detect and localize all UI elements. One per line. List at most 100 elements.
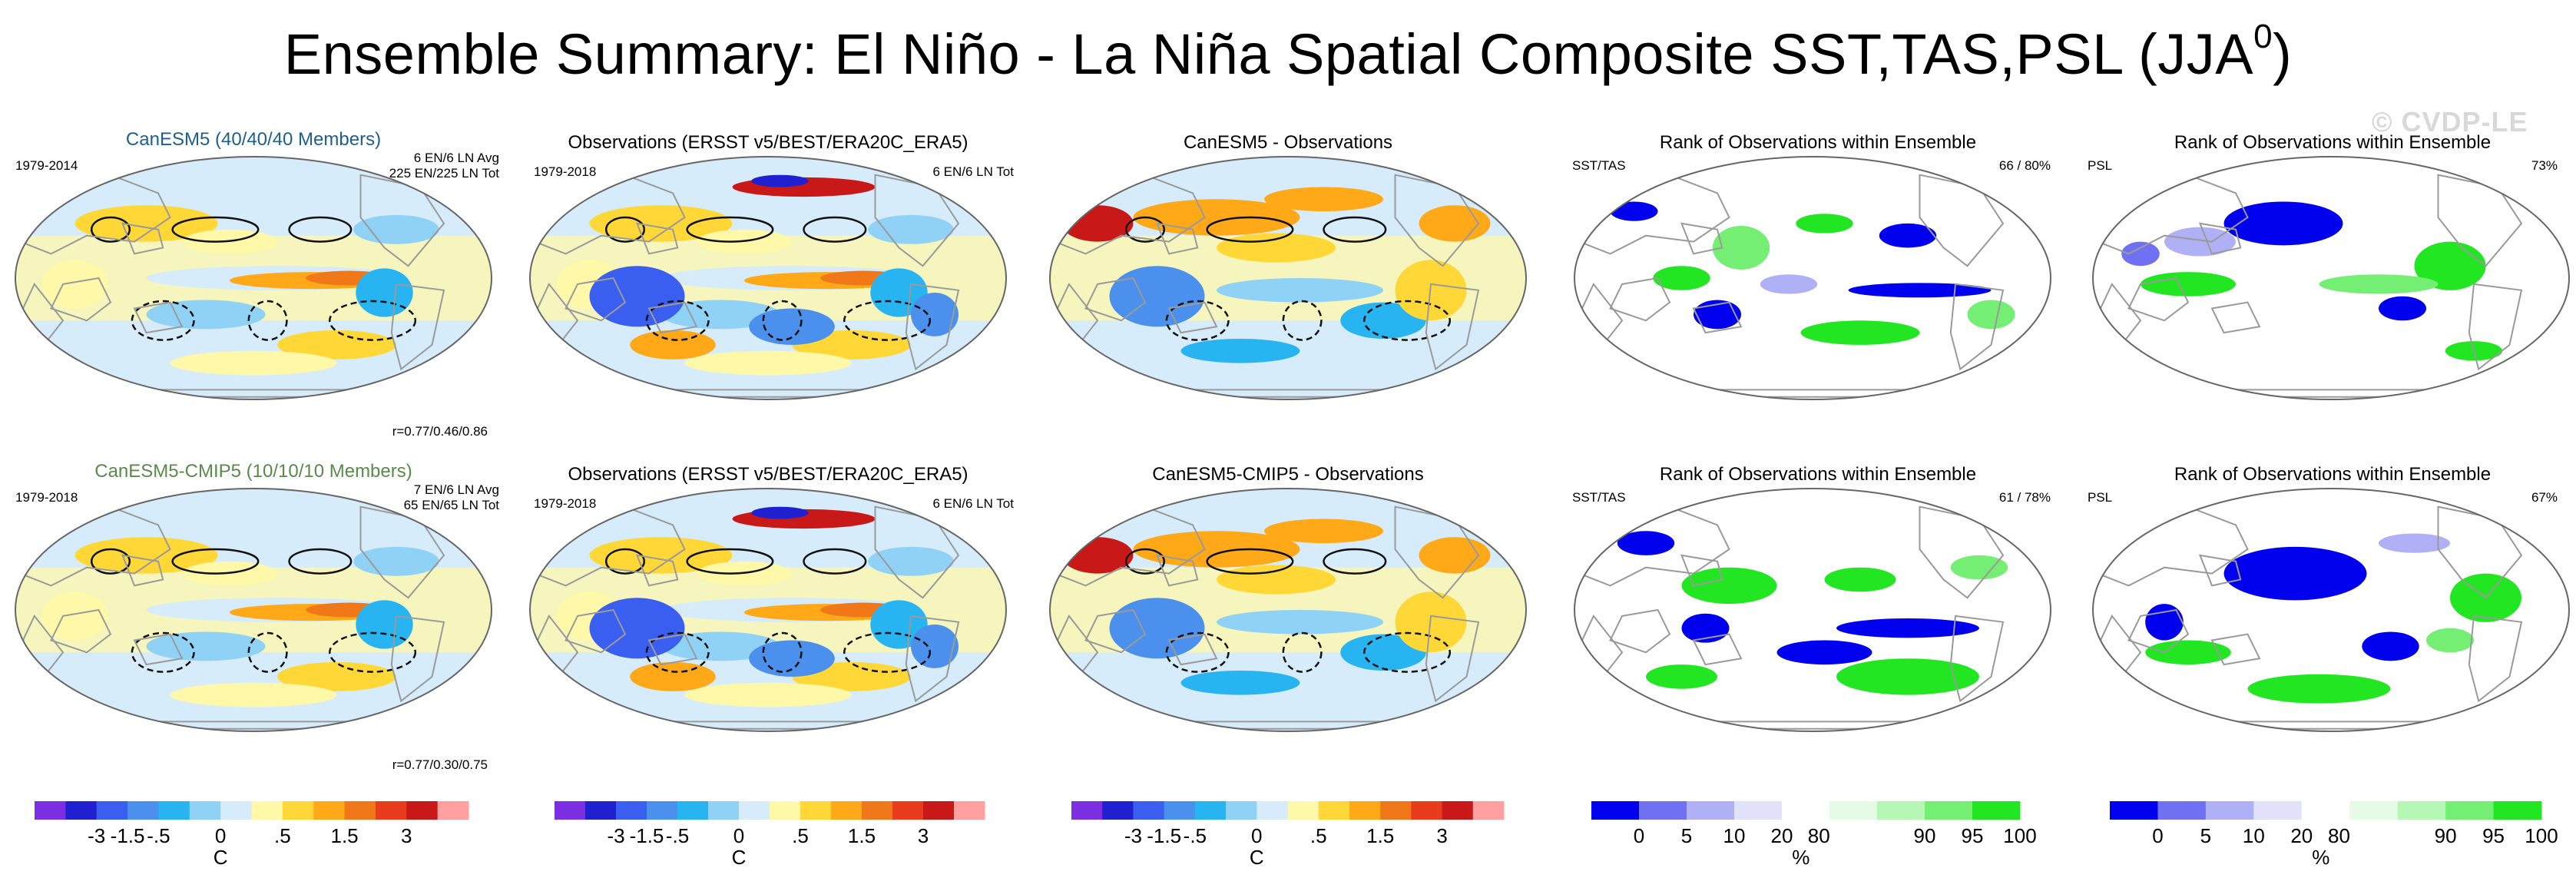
rank-colorbar-tick-label: 0 — [2152, 824, 2163, 847]
psl-contour — [1165, 631, 1230, 673]
sst-anomaly-blob — [751, 174, 809, 187]
sst-colorbar-tick-label: 0 — [733, 824, 744, 847]
rank-colorbar-swatch — [1972, 801, 2021, 820]
sst-colorbar-tick-label: .5 — [274, 824, 291, 847]
sst-colorbar-tick-label: .5 — [792, 824, 809, 847]
rank-blob — [1681, 613, 1730, 643]
land-outline — [1609, 608, 1671, 654]
sst-colorbar-swatch — [1071, 801, 1103, 820]
sst-anomaly-blob — [353, 214, 439, 244]
rank1-title-row2: Rank of Observations within Ensemble — [1659, 464, 1977, 485]
sst-colorbar-tick-label: -3 — [88, 824, 105, 847]
rank-blob — [1610, 201, 1658, 221]
psl-contour — [1323, 548, 1387, 575]
rank-colorbar-swatch — [1734, 801, 1783, 820]
sst-colorbar-tick-label: 1.5 — [330, 824, 358, 847]
psl-contour — [803, 548, 867, 575]
rank-blob — [2362, 631, 2419, 661]
rank-colorbar-swatch — [1782, 801, 1830, 820]
rank-blob — [2414, 241, 2486, 290]
land-outline — [1949, 283, 2005, 371]
sst-anomaly-blob — [684, 682, 852, 707]
map-background — [1574, 489, 2051, 731]
psl-contour — [288, 216, 353, 243]
model-count-tot-row2: 65 EN/65 LN Tot — [403, 498, 499, 512]
sst-colorbar-unit: C — [214, 846, 228, 869]
map-border — [15, 488, 492, 732]
rank-colorbar-unit: % — [2312, 846, 2329, 869]
psl-contour — [1165, 300, 1230, 341]
obs-years-row2: 1979-2018 — [534, 496, 597, 511]
sst-anomaly-blob — [1180, 671, 1300, 695]
map-panel-r1-c4 — [1574, 156, 2051, 400]
sst-anomaly-blob — [74, 205, 218, 242]
sst-colorbar-swatch — [344, 801, 376, 820]
sst-colorbar-swatch — [954, 801, 985, 820]
land-outline — [133, 633, 184, 666]
rank-colorbar-2: 0 5 10 20 80 90 95 100% — [2110, 801, 2558, 869]
sst-colorbar-swatch — [892, 801, 924, 820]
sst-colorbar-swatch — [35, 801, 66, 820]
sst-colorbar-tick-label: -.5 — [666, 824, 689, 847]
sst-colorbar-tick-label: 3 — [1436, 824, 1447, 847]
land-outline — [1692, 301, 1743, 334]
land-outline — [133, 301, 184, 334]
rank-blob — [1653, 266, 1710, 290]
rank-blob — [1836, 658, 1979, 695]
sst-anomaly-blob — [1264, 187, 1383, 212]
land-outline — [2198, 222, 2242, 255]
sst-colorbar-swatch — [189, 801, 221, 820]
land-outline — [905, 615, 960, 703]
land-outline — [2127, 608, 2190, 654]
map-border — [1049, 156, 1527, 400]
sst-anomaly-blob — [868, 214, 954, 244]
sst-anomaly-blob — [1217, 233, 1336, 263]
sst-colorbar-tick-label: 0 — [215, 824, 226, 847]
rank-colorbar-swatch — [2397, 801, 2446, 820]
sst-colorbar-swatch — [1411, 801, 1443, 820]
sst-colorbar-swatch — [739, 801, 770, 820]
model-years-row2: 1979-2018 — [15, 490, 78, 505]
psl-contour — [604, 548, 646, 575]
sst-anomaly-blob — [1419, 205, 1491, 242]
psl-contour — [645, 631, 710, 673]
sst-colorbar-swatch — [158, 801, 190, 820]
land-outline — [1425, 615, 1480, 703]
sst-colorbar-swatch — [555, 801, 586, 820]
map-panel-r2-c4 — [1574, 488, 2051, 732]
map-border — [1049, 488, 1527, 732]
psl-contour — [1206, 216, 1294, 243]
sst-anomaly-blob — [589, 598, 685, 659]
sst-colorbar-unit: C — [1250, 846, 1264, 869]
map-panel-r2-c3 — [1049, 488, 1527, 732]
sst-colorbar-swatch — [1287, 801, 1319, 820]
rank-blob — [1646, 664, 1717, 689]
sst-anomaly-blob — [1340, 302, 1426, 339]
land-outline — [1167, 301, 1218, 334]
rank-colorbar-tick-label: 95 — [1962, 824, 1984, 847]
map-border — [1574, 488, 2051, 732]
rank2-label-row2: PSL — [2088, 490, 2113, 505]
rank-colorbar-tick-label: 100 — [2003, 824, 2036, 847]
rank-blob — [2379, 533, 2450, 553]
sst-anomaly-blob — [870, 600, 928, 649]
model-title-row1: CanESM5 (40/40/40 Members) — [125, 129, 382, 150]
rank-blob — [2319, 274, 2439, 294]
obs-title-row2: Observations (ERSST v5/BEST/ERA20C_ERA5) — [568, 464, 968, 485]
rank-blob — [1836, 618, 1979, 638]
rank-colorbar-swatch — [1639, 801, 1687, 820]
sst-anomaly-blob — [170, 350, 337, 376]
psl-contour — [1362, 300, 1452, 341]
map-panel-r1-c3 — [1049, 156, 1527, 400]
land-outline — [121, 554, 164, 587]
rank-blob — [2141, 272, 2236, 297]
sst-anomaly-blob — [1264, 519, 1383, 544]
rank-blob — [2426, 628, 2474, 653]
psl-contour — [247, 300, 288, 341]
sst-colorbar-tick-label: 3 — [918, 824, 929, 847]
sst-anomaly-blob — [1340, 634, 1426, 671]
land-outline — [905, 283, 960, 371]
sst-anomaly-blob — [749, 640, 835, 677]
